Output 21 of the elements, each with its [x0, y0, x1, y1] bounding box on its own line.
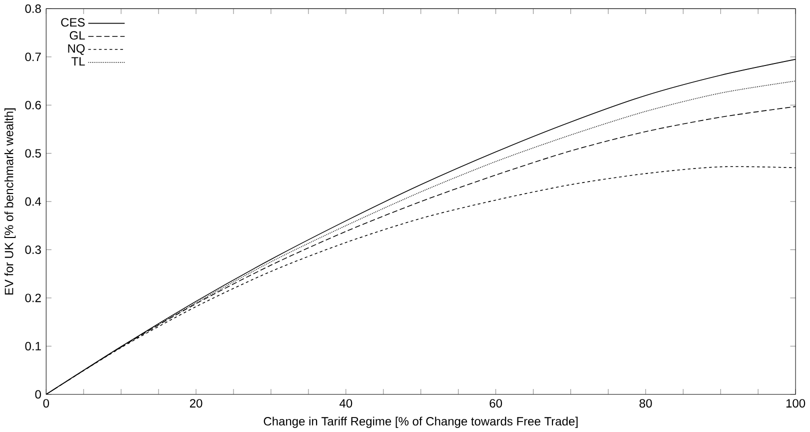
y-tick-label: 0.5 — [25, 148, 41, 158]
x-tick-label: 0 — [43, 398, 50, 408]
y-tick-label: 0.4 — [25, 197, 42, 206]
x-tick-label: 60 — [490, 398, 502, 408]
legend-label: NQ — [68, 44, 85, 55]
y-tick-label: 0.8 — [25, 4, 41, 13]
legend-label: GL — [70, 31, 85, 40]
x-tick-label: 80 — [640, 398, 652, 408]
legend-label: TL — [71, 57, 85, 66]
y-tick-label: 0 — [35, 390, 41, 398]
y-tick-label: 0.6 — [25, 100, 41, 110]
x-tick-label: 40 — [340, 398, 352, 408]
y-tick-label: 0.1 — [25, 342, 41, 350]
y-axis-title: EV for UK [% of benchmark wealth] — [4, 108, 16, 294]
x-tick-label: 20 — [190, 398, 202, 408]
x-axis-title: Change in Tariff Regime [% of Change towards Free Trade] — [264, 416, 578, 428]
y-tick-label: 0.7 — [25, 52, 41, 61]
y-tick-label: 0.3 — [25, 245, 41, 254]
legend-label: CES — [61, 18, 85, 26]
x-tick-label: 100 — [786, 398, 806, 408]
y-tick-label: 0.2 — [25, 294, 41, 302]
